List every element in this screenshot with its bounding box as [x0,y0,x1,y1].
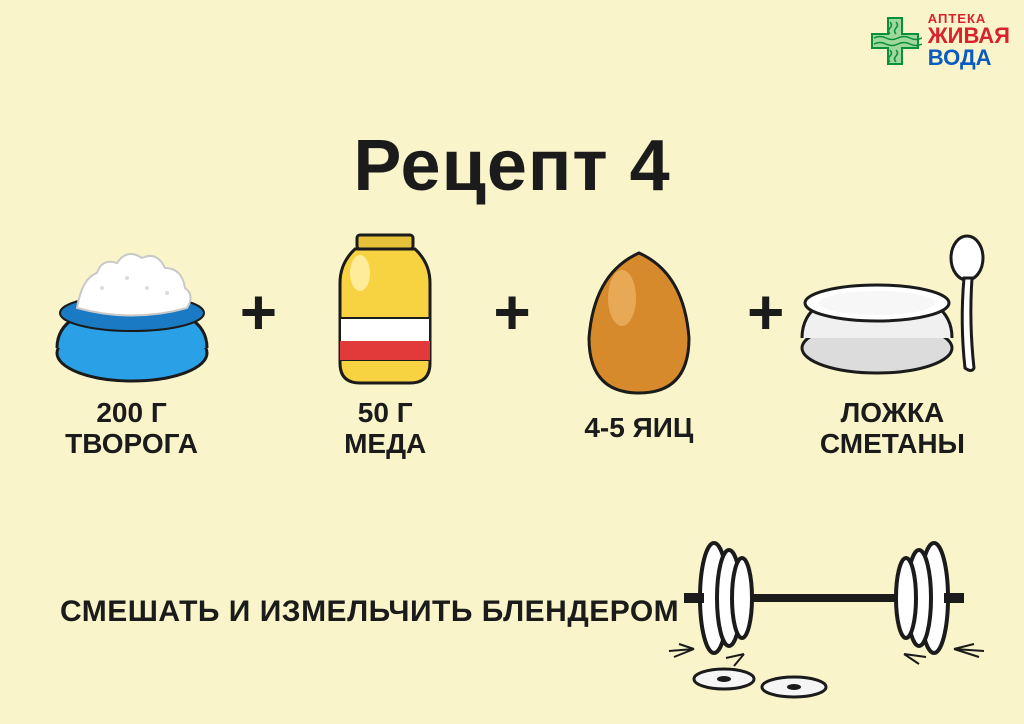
egg-icon [574,240,704,405]
ingredient-egg: 4-5 ЯИЦ [544,240,734,444]
egg-label: 4-5 ЯИЦ [584,413,693,444]
instruction-text: СМЕШАТЬ И ИЗМЕЛЬЧИТЬ БЛЕНДЕРОМ [60,595,679,629]
ingredient-cottage-cheese: 200 Г ТВОРОГА [37,225,227,460]
cross-icon [868,14,922,68]
cottage-cheese-icon [47,225,217,390]
barbell-icon [654,499,994,704]
ingredient-sour-cream: ЛОЖКА СМЕТАНЫ [797,225,987,460]
plus-icon: + [240,275,277,409]
plus-icon: + [493,275,530,409]
cottage-cheese-label: 200 Г ТВОРОГА [65,398,198,460]
recipe-title: Рецепт 4 [0,125,1024,207]
logo-text: АПТЕКА ЖИВАЯ ВОДА [928,12,1010,69]
logo-line-2: ЖИВАЯ [928,25,1010,47]
ingredients-row: 200 Г ТВОРОГА + 50 Г МЕДА + 4-5 ЯИЦ + [30,225,994,460]
plus-icon: + [747,275,784,409]
pharmacy-logo: АПТЕКА ЖИВАЯ ВОДА [868,12,1010,69]
sour-cream-icon [792,225,992,390]
ingredient-honey: 50 Г МЕДА [290,225,480,460]
sour-cream-label: ЛОЖКА СМЕТАНЫ [820,398,965,460]
logo-line-3: ВОДА [928,47,1010,69]
honey-jar-icon [315,225,455,390]
honey-label: 50 Г МЕДА [344,398,426,460]
